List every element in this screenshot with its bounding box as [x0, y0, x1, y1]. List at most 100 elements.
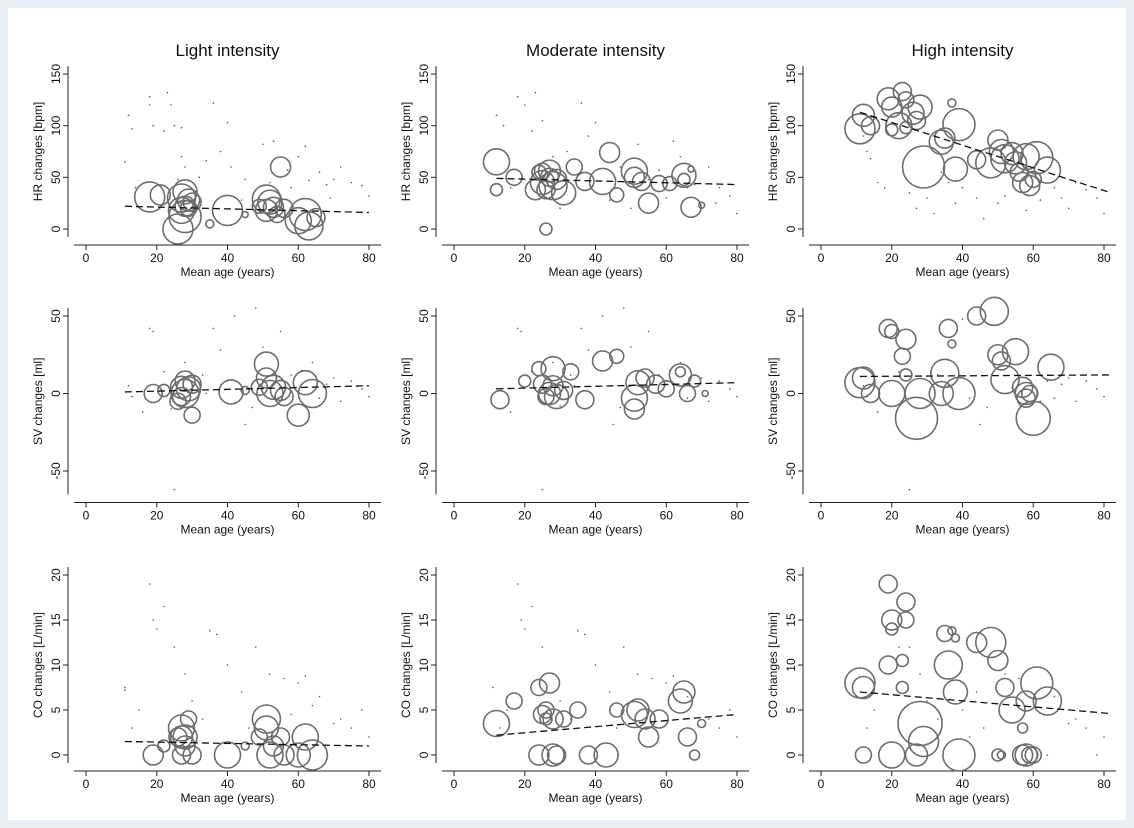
data-dot	[718, 380, 721, 382]
x-tick-label: 0	[83, 251, 90, 265]
data-bubble	[142, 744, 165, 766]
data-dot	[566, 150, 568, 153]
data-bubble	[934, 127, 956, 149]
y-tick-label: 50	[784, 309, 798, 323]
data-dot	[866, 150, 868, 153]
data-dot	[283, 677, 285, 680]
y-axis-label: HR changes [bpm]	[31, 102, 45, 201]
x-axis-label: Mean age (years)	[915, 523, 1009, 537]
x-tick-label: 60	[1027, 777, 1041, 791]
data-dot	[173, 488, 176, 491]
data-dot	[982, 217, 985, 220]
data-dot	[290, 713, 292, 716]
x-tick-label: 0	[83, 777, 90, 791]
x-tick-label: 20	[150, 509, 164, 523]
data-dot	[619, 406, 622, 409]
data-dot	[573, 384, 576, 387]
data-bubble	[678, 384, 697, 403]
data-dot	[304, 145, 307, 148]
data-bubble	[854, 746, 873, 764]
data-dot	[908, 488, 911, 491]
data-bubble	[542, 708, 564, 730]
y-tick-label: 0	[417, 751, 431, 758]
data-dot	[332, 377, 335, 379]
data-dot	[286, 169, 289, 171]
data-dot	[729, 388, 731, 390]
x-tick-label: 0	[818, 251, 825, 265]
data-dot	[205, 160, 208, 162]
y-tick-label: 0	[784, 390, 798, 397]
y-tick-label: 10	[784, 658, 798, 672]
data-bubble	[269, 156, 292, 178]
data-dot	[936, 374, 939, 376]
x-tick-label: 40	[589, 251, 603, 265]
data-dot	[1103, 736, 1105, 738]
data-dot	[665, 682, 668, 684]
data-bubble	[928, 380, 955, 407]
data-bubble	[668, 363, 693, 387]
data-dot	[594, 121, 597, 124]
data-dot	[141, 411, 144, 413]
data-bubble	[538, 672, 561, 694]
data-dot	[672, 140, 675, 142]
data-dot	[637, 143, 639, 146]
data-dot	[594, 664, 597, 666]
data-dot	[127, 114, 130, 117]
data-dot	[637, 673, 639, 675]
data-dot	[516, 327, 519, 330]
x-tick-label: 80	[730, 509, 744, 523]
data-bubble	[550, 180, 577, 206]
data-dot	[707, 400, 710, 403]
data-bubble	[490, 389, 510, 410]
y-tick-label: 150	[417, 64, 431, 84]
panel-title: High intensity	[911, 41, 1014, 60]
y-tick-label: 50	[784, 170, 798, 184]
data-dot	[205, 392, 208, 395]
data-bubble	[182, 374, 202, 395]
data-bubble	[906, 110, 927, 131]
x-tick-label: 40	[956, 777, 970, 791]
data-bubble	[884, 622, 899, 636]
data-bubble	[540, 355, 566, 382]
y-axis-label: SV changes [ml]	[766, 358, 780, 445]
trend-line	[124, 740, 370, 747]
data-dot	[869, 157, 872, 160]
data-bubble	[179, 710, 198, 728]
x-tick-label: 80	[1097, 777, 1111, 791]
x-tick-label: 80	[730, 251, 744, 265]
data-dot	[240, 199, 243, 201]
y-tick-label: 0	[784, 225, 798, 232]
data-bubble	[620, 157, 649, 185]
data-dot	[608, 691, 611, 693]
data-dot	[350, 181, 353, 184]
data-dot	[679, 155, 682, 158]
data-bubble	[241, 210, 249, 219]
data-dot	[180, 155, 183, 158]
data-dot	[148, 95, 151, 98]
data-dot	[584, 633, 586, 636]
x-tick-label: 60	[292, 777, 306, 791]
data-dot	[368, 395, 370, 398]
data-bubble	[292, 369, 319, 396]
data-bubble	[288, 197, 323, 232]
data-bubble	[634, 708, 656, 730]
data-dot	[520, 619, 523, 621]
y-tick-label: 5	[417, 706, 431, 713]
data-dot	[686, 397, 689, 399]
y-tick-label: 20	[417, 568, 431, 582]
data-dot	[506, 709, 508, 711]
data-dot	[201, 374, 204, 376]
data-dot	[230, 166, 232, 168]
x-tick-label: 0	[83, 509, 90, 523]
data-dot	[523, 104, 526, 106]
data-bubble	[575, 171, 595, 192]
data-bubble	[947, 98, 957, 108]
data-bubble	[608, 187, 625, 203]
data-dot	[350, 727, 353, 729]
y-tick-label: 5	[49, 706, 63, 713]
data-dot	[665, 197, 668, 199]
data-dot	[148, 327, 151, 330]
panel-title: Moderate intensity	[526, 41, 665, 60]
data-dot	[163, 130, 165, 132]
data-dot	[630, 207, 632, 210]
